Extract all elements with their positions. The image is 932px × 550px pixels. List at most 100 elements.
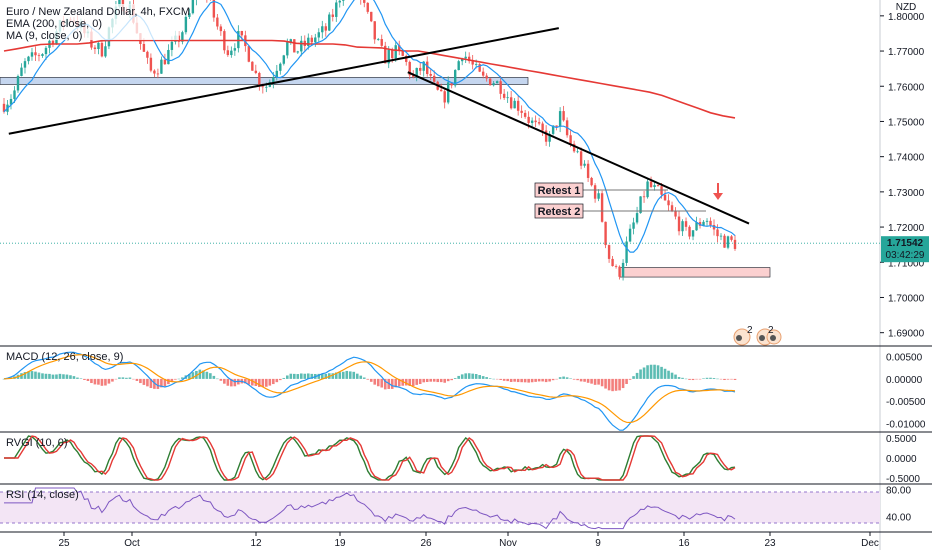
candle-body <box>530 120 534 123</box>
candle-body <box>226 50 230 56</box>
macd-histogram-bar <box>408 378 412 387</box>
macd-histogram-bar <box>422 378 426 383</box>
candle-body <box>527 116 530 123</box>
candle-body <box>481 71 485 76</box>
macd-histogram-bar <box>544 378 548 383</box>
macd-histogram-bar <box>334 372 338 379</box>
macd-histogram-bar <box>583 378 586 382</box>
macd-histogram-bar <box>23 372 27 379</box>
macd-histogram-bar <box>593 378 597 385</box>
macd-histogram-bar <box>209 373 212 379</box>
ema200-line <box>3 39 736 119</box>
macd-histogram-bar <box>352 371 356 379</box>
macd-histogram-bar <box>436 378 440 383</box>
candle-body <box>163 59 167 65</box>
candle-body <box>401 50 404 56</box>
macd-histogram-bar <box>579 378 583 382</box>
macd-histogram-bar <box>282 377 286 379</box>
macd-histogram-bar <box>341 371 345 379</box>
candle-body <box>506 97 509 99</box>
candle-body <box>726 236 730 248</box>
macd-histogram-bar <box>205 371 209 379</box>
candle-body <box>181 32 184 42</box>
macd-histogram-bar <box>443 378 446 383</box>
macd-histogram-bar <box>261 378 265 388</box>
retest1-box[interactable] <box>534 182 584 198</box>
macd-histogram-bar <box>128 377 132 379</box>
macd-histogram-bar <box>688 378 691 380</box>
candle-body <box>586 163 590 178</box>
event-count-1: 2 <box>747 325 753 336</box>
macd-histogram-bar <box>705 377 709 379</box>
candle-body <box>719 235 723 237</box>
candle-body <box>614 266 618 267</box>
candle-body <box>677 216 681 232</box>
macd-histogram-bar <box>411 378 415 387</box>
time-tick-label: 25 <box>58 538 70 549</box>
candle-body <box>716 229 719 237</box>
candle-body <box>562 111 565 121</box>
candle-body <box>408 61 411 76</box>
macd-histogram-bar <box>296 374 300 379</box>
macd-histogram-bar <box>495 378 499 380</box>
macd-histogram-bar <box>65 374 69 379</box>
candle-body <box>646 181 649 198</box>
candle-body <box>688 226 691 237</box>
macd-histogram-bar <box>481 376 485 379</box>
retest2-box[interactable] <box>534 203 584 219</box>
falling-trendline[interactable] <box>407 71 750 225</box>
rvgi-axis: 0.5000 0.0000 -0.5000 <box>886 434 920 485</box>
rising-trendline[interactable] <box>8 27 559 135</box>
price-axis[interactable]: 1.80000 1.77000 1.76000 1.75000 1.74000 1.730… <box>880 12 925 340</box>
macd-histogram-bar <box>604 378 607 389</box>
macd-histogram-bar <box>614 378 618 391</box>
candle-body <box>254 70 258 73</box>
macd-histogram-bar <box>142 378 146 385</box>
rvgi-signal-line <box>4 435 736 481</box>
macd-histogram-bar <box>649 364 653 379</box>
macd-histogram-bar <box>86 378 90 381</box>
rvgi-tick-label: -0.5000 <box>886 474 920 485</box>
candle-body <box>593 185 597 199</box>
economic-event-icon[interactable]: 2 <box>756 325 782 346</box>
time-tick-label: 23 <box>764 538 776 549</box>
retest1-label: Retest 1 <box>538 185 581 197</box>
macd-histogram-bar <box>366 378 370 380</box>
macd-histogram-bar <box>160 378 163 388</box>
candle-body <box>569 135 572 144</box>
macd-histogram-bar <box>520 378 523 383</box>
macd-histogram-bar <box>534 378 537 382</box>
price-tick-label: 1.72000 <box>888 223 925 234</box>
macd-histogram-bar <box>83 378 86 380</box>
economic-event-icon[interactable]: 2 <box>733 325 753 346</box>
macd-histogram-bar <box>551 378 555 381</box>
candle-body <box>380 39 383 46</box>
macd-histogram-bar <box>383 378 387 390</box>
time-tick-label: 16 <box>678 538 690 549</box>
macd-histogram-bar <box>188 373 191 379</box>
price-tick-label: 1.73000 <box>888 188 925 199</box>
macd-axis: 0.00500 0.00000 -0.00500 -0.01000 <box>886 353 926 431</box>
macd-histogram-bar <box>674 374 677 379</box>
time-axis[interactable]: 25 Oct 12 19 26 Nov 9 16 23 Dec <box>58 532 879 549</box>
rsi-tick-label: 40.00 <box>886 512 911 523</box>
macd-histogram-bar <box>226 378 230 386</box>
candle-body <box>370 11 373 22</box>
candle-body <box>681 221 684 232</box>
candle-body <box>607 245 611 259</box>
low-zone[interactable] <box>619 267 771 278</box>
candle-body <box>230 50 233 56</box>
macd-histogram-bar <box>670 372 674 379</box>
candle-body <box>167 49 170 65</box>
macd-histogram-bar <box>135 378 139 381</box>
retest2-label: Retest 2 <box>538 206 581 218</box>
candle-body <box>548 133 551 142</box>
macd-histogram-bar <box>212 375 216 379</box>
candle-body <box>723 235 726 248</box>
macd-histogram-bar <box>181 377 184 379</box>
candle-body <box>366 2 369 12</box>
candle-body <box>520 110 523 113</box>
candle-body <box>649 181 653 188</box>
macd-histogram-bar <box>198 369 202 379</box>
